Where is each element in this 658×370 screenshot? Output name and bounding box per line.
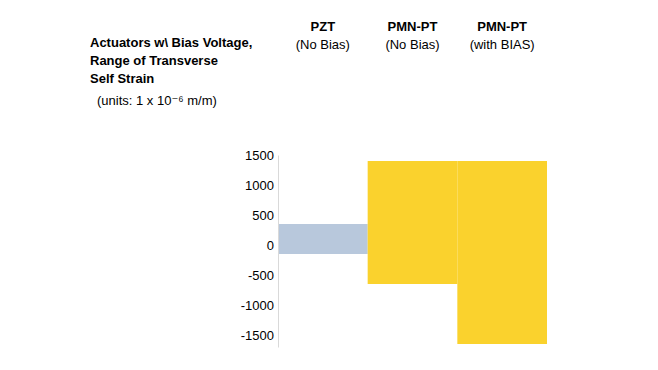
category-label: (No Bias) — [385, 37, 439, 52]
tick: 0 — [267, 238, 278, 253]
chart: Actuators w\ Bias Voltage, Range of Trans… — [0, 0, 658, 370]
tick-label: -500 — [248, 268, 274, 283]
tick: -500 — [248, 268, 278, 283]
title: Self Strain — [90, 71, 154, 86]
range-bar — [278, 224, 368, 254]
title: Actuators w\ Bias Voltage, — [90, 35, 252, 50]
tick: 1000 — [245, 178, 278, 193]
tick-label: -1500 — [241, 328, 274, 343]
tick-label: 500 — [252, 208, 274, 223]
tick: -1500 — [241, 328, 278, 343]
tick-label: 0 — [267, 238, 274, 253]
range-bar — [368, 161, 458, 284]
subtitle: (units: 1 x 10⁻⁶ m/m) — [97, 93, 217, 108]
tick: -1000 — [241, 298, 278, 313]
category-label: PMN-PT — [388, 19, 438, 34]
axis-line — [278, 156, 279, 348]
category-label: (with BIAS) — [470, 37, 535, 52]
category-label: PMN-PT — [477, 19, 527, 34]
tick-label: -1000 — [241, 298, 274, 313]
tick: 1500 — [245, 148, 278, 163]
y-axis: -1500 -1000 -500 0 500 1000 1500 — [241, 148, 279, 348]
bars — [278, 161, 547, 344]
category-label: (No Bias) — [296, 37, 350, 52]
tick: 500 — [252, 208, 278, 223]
title: Range of Transverse — [90, 53, 218, 68]
tick-label: 1500 — [245, 148, 274, 163]
tick-label: 1000 — [245, 178, 274, 193]
range-bar — [457, 161, 547, 344]
category-label: PZT — [311, 19, 336, 34]
